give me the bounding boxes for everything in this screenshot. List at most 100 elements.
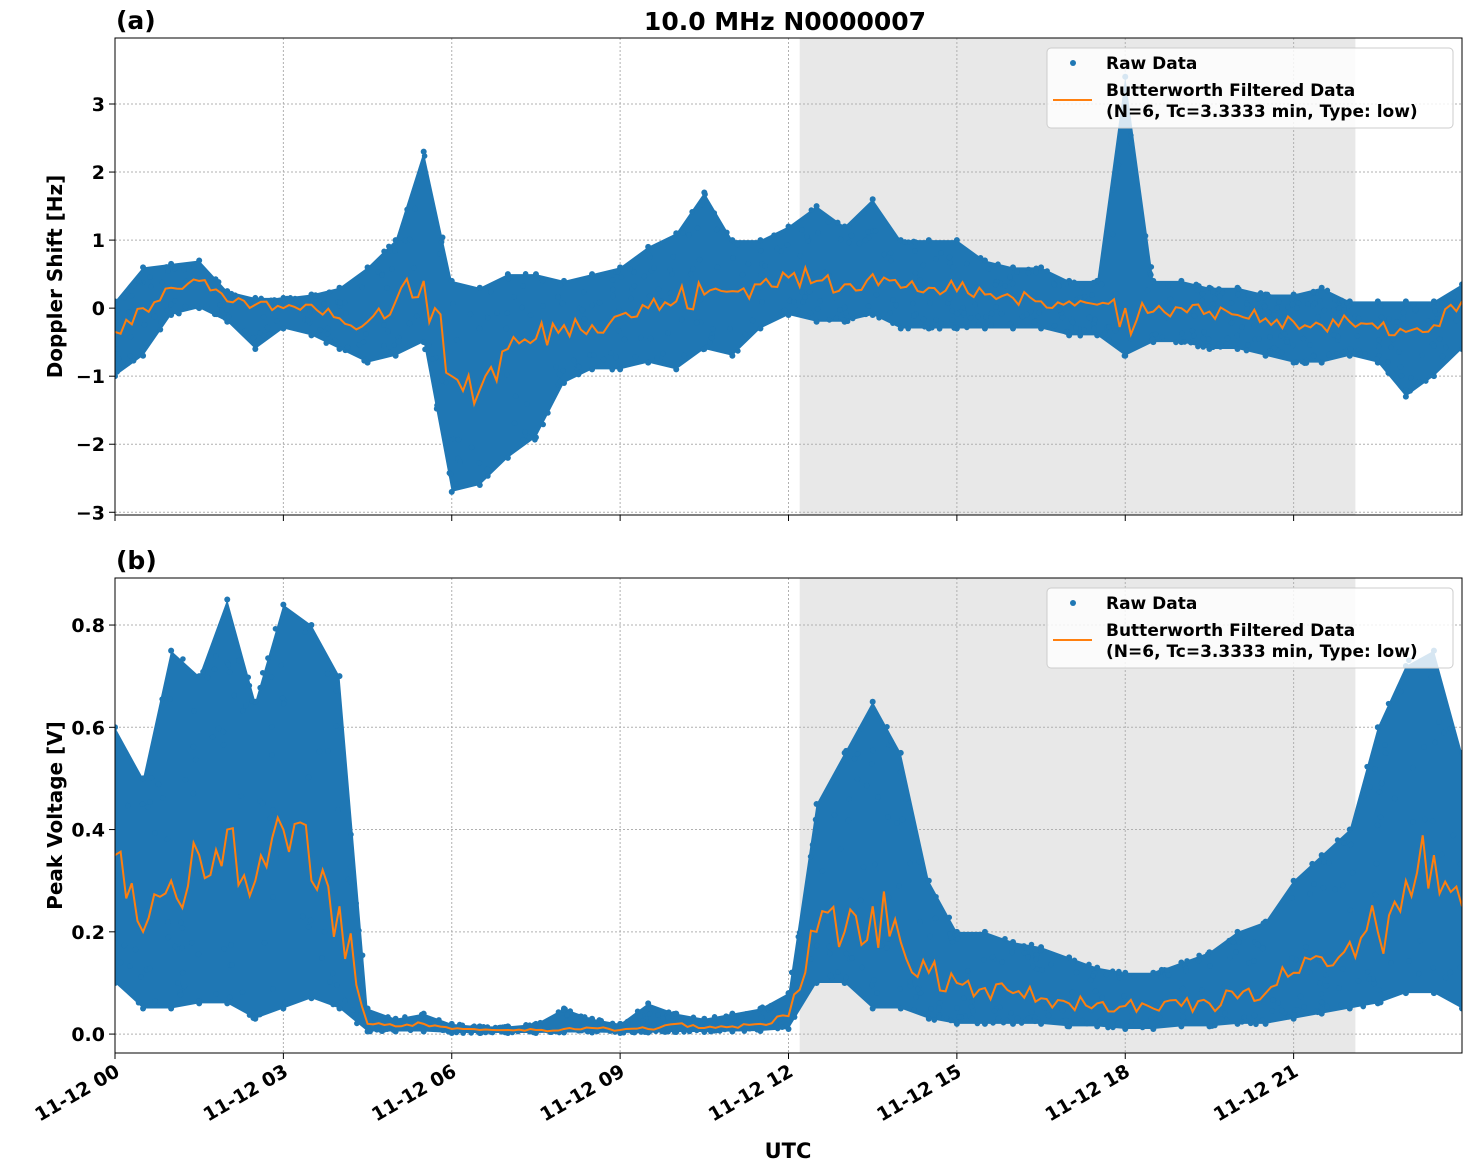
raw-data-point <box>1137 1017 1143 1024</box>
x-tick-label: 11-12 03 <box>200 1060 292 1126</box>
raw-data-point <box>964 324 970 331</box>
raw-data-point <box>384 285 390 291</box>
raw-data-point <box>1334 837 1341 843</box>
raw-data-point <box>1038 325 1045 332</box>
raw-data-point <box>862 237 869 244</box>
raw-data-point <box>125 360 131 367</box>
raw-data-point <box>357 956 364 962</box>
raw-data-point <box>1218 1016 1225 1022</box>
raw-data-point <box>1071 279 1078 286</box>
legend-box <box>1046 47 1454 129</box>
raw-data-point <box>155 781 162 788</box>
raw-data-point <box>419 1025 425 1031</box>
raw-data-point <box>1217 344 1224 350</box>
raw-data-point <box>1347 346 1354 352</box>
raw-data-point <box>699 201 705 208</box>
raw-data-point <box>287 295 294 301</box>
raw-data-point <box>624 1018 631 1025</box>
raw-data-point <box>1069 989 1076 996</box>
raw-data-point <box>589 366 596 373</box>
raw-data-point <box>1459 1005 1462 1012</box>
raw-data-point <box>468 444 475 451</box>
raw-data-point <box>421 153 428 159</box>
raw-data-point <box>147 798 153 805</box>
raw-data-point <box>1063 280 1069 287</box>
raw-data-point <box>678 316 685 323</box>
raw-data-point <box>191 264 197 270</box>
raw-data-point <box>1131 973 1138 979</box>
raw-data-point <box>511 294 518 300</box>
raw-data-point <box>1180 1014 1187 1021</box>
raw-data-point <box>1318 999 1325 1005</box>
raw-data-point <box>897 749 904 756</box>
raw-data-point <box>1322 972 1329 978</box>
legend-raw-label: Raw Data <box>1106 54 1197 74</box>
raw-data-point <box>121 942 128 949</box>
raw-data-point <box>1457 861 1462 867</box>
raw-data-point <box>1116 968 1122 975</box>
raw-data-point <box>1243 347 1250 354</box>
raw-data-point <box>1167 296 1174 302</box>
raw-data-point <box>1297 993 1304 1000</box>
raw-data-point <box>504 310 511 317</box>
raw-data-point <box>1092 316 1098 323</box>
raw-data-point <box>1340 349 1347 355</box>
raw-data-point <box>394 1018 401 1024</box>
raw-data-point <box>729 237 736 244</box>
raw-data-point <box>1285 304 1291 310</box>
raw-data-point <box>1234 1020 1241 1027</box>
raw-data-point <box>708 1027 715 1034</box>
raw-data-point <box>917 918 923 925</box>
raw-data-point <box>910 300 916 307</box>
raw-data-point <box>1410 819 1416 825</box>
raw-data-point <box>450 436 457 443</box>
raw-data-point <box>152 998 158 1004</box>
raw-data-point <box>115 356 122 362</box>
raw-data-point <box>1318 359 1325 366</box>
raw-data-point <box>774 245 780 252</box>
raw-data-point <box>115 369 120 375</box>
x-tick-label: 11-12 15 <box>873 1060 965 1126</box>
raw-data-point <box>860 864 867 870</box>
raw-data-point <box>589 302 595 309</box>
raw-data-point <box>599 1021 605 1028</box>
raw-data-point <box>1164 967 1170 973</box>
raw-data-point <box>869 982 875 989</box>
raw-data-point <box>815 229 821 236</box>
raw-data-point <box>999 959 1005 965</box>
raw-data-point <box>1318 284 1325 291</box>
raw-data-point <box>1127 335 1134 342</box>
raw-data-point <box>833 315 840 322</box>
raw-data-point <box>1376 337 1382 343</box>
raw-data-point <box>404 206 410 213</box>
raw-data-point <box>326 289 333 295</box>
raw-data-point <box>200 668 206 675</box>
raw-data-point <box>614 268 621 275</box>
raw-data-point <box>299 913 306 920</box>
raw-data-point <box>115 350 118 357</box>
raw-data-point <box>788 969 795 976</box>
raw-data-point <box>916 859 923 865</box>
raw-data-point <box>307 917 314 924</box>
raw-data-point <box>522 429 528 435</box>
raw-data-point <box>1245 341 1251 348</box>
raw-data-point <box>115 315 119 321</box>
raw-data-point <box>502 1024 508 1030</box>
raw-data-point <box>410 264 417 271</box>
raw-data-point <box>182 303 189 310</box>
raw-data-point <box>717 1027 724 1033</box>
raw-data-point <box>1159 334 1166 341</box>
raw-data-point <box>1428 674 1435 680</box>
raw-data-point <box>511 420 518 427</box>
raw-data-point <box>905 325 911 332</box>
legend-filtered-label: Butterworth Filtered Data <box>1106 81 1355 101</box>
raw-data-point <box>1241 1014 1248 1021</box>
raw-data-point <box>1334 351 1340 357</box>
raw-data-point <box>1336 305 1343 311</box>
raw-data-point <box>901 962 908 968</box>
raw-data-point <box>1228 300 1235 306</box>
raw-data-point <box>1317 980 1323 987</box>
raw-data-point <box>252 345 259 352</box>
raw-data-point <box>1051 322 1058 329</box>
raw-data-point <box>159 795 166 801</box>
